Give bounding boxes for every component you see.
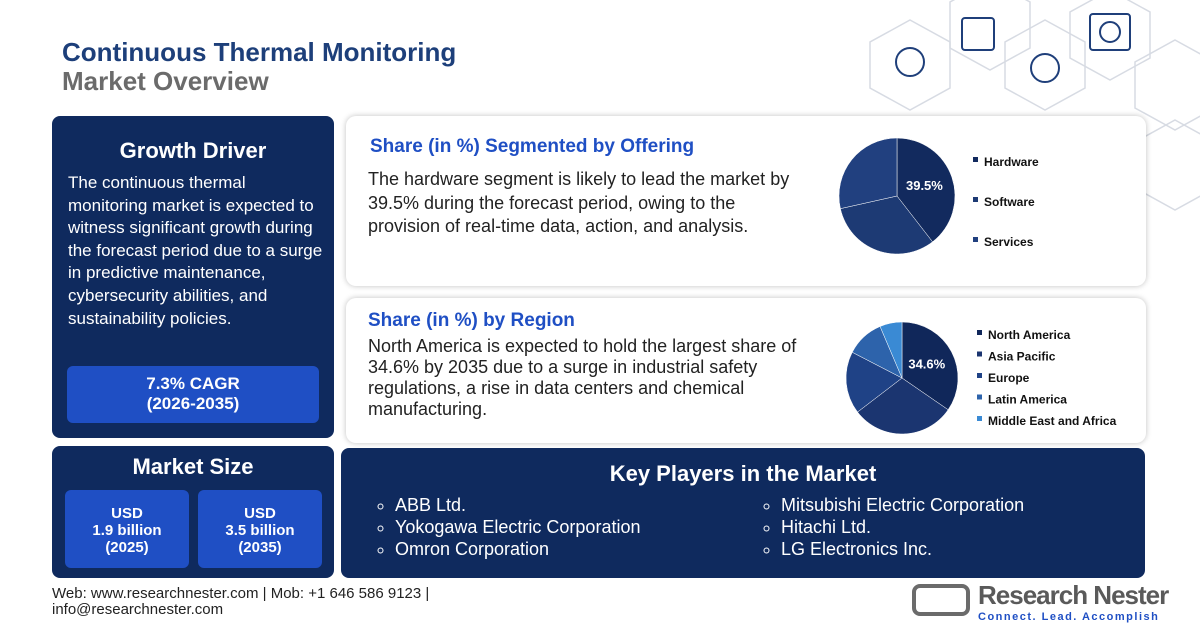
- player: Mitsubishi Electric Corporation: [781, 494, 1024, 516]
- offering-card: Share (in %) Segmented by Offering The h…: [346, 116, 1146, 286]
- subtitle: Market Overview: [62, 66, 269, 96]
- footer: Web: www.researchnester.com | Mob: +1 64…: [52, 586, 429, 618]
- amount: 3.5 billion: [225, 522, 295, 539]
- logo-name: Research Nester: [978, 580, 1169, 610]
- chart-subtitle: North America is expected to hold the la…: [368, 336, 797, 419]
- panel-title: Market Size: [132, 454, 254, 479]
- cagr: 7.3% CAGR: [146, 374, 240, 393]
- title: Continuous Thermal Monitoring: [62, 37, 457, 67]
- growth-driver-panel: Growth Driver The continuous thermal mon…: [52, 116, 334, 438]
- logo-tagline: Connect. Lead. Accomplish: [978, 611, 1160, 623]
- chart-subtitle: The hardware segment is likely to lead t…: [368, 169, 790, 236]
- logo-icon: [912, 584, 970, 616]
- year: (2035): [238, 539, 282, 556]
- panel-title: Growth Driver: [119, 138, 267, 163]
- panel-text: The continuous thermal monitoring market…: [68, 173, 323, 328]
- currency: USD: [244, 505, 276, 522]
- region-card: Share (in %) by Region North America is …: [346, 298, 1146, 443]
- chart-title: Share (in %) by Region: [368, 310, 575, 331]
- key-players-panel: Key Players in the Market ABB Ltd.Yokoga…: [341, 448, 1145, 578]
- year: (2025): [105, 539, 149, 556]
- cagr-box: 7.3% CAGR (2026-2035): [67, 366, 319, 423]
- logo: Research Nester Connect. Lead. Accomplis…: [978, 580, 1169, 623]
- player: Yokogawa Electric Corporation: [395, 516, 640, 538]
- amount: 1.9 billion: [92, 522, 162, 539]
- currency: USD: [111, 505, 143, 522]
- chart-title: Share (in %) Segmented by Offering: [370, 136, 695, 157]
- cagr-period: (2026-2035): [146, 394, 240, 413]
- size-box: USD 1.9 billion (2025): [65, 490, 189, 568]
- player-list: ABB Ltd.Yokogawa Electric CorporationOmr…: [377, 494, 640, 560]
- contact: info@researchnester.com: [52, 601, 224, 618]
- player: Omron Corporation: [395, 538, 640, 560]
- player: LG Electronics Inc.: [781, 538, 1024, 560]
- player: ABB Ltd.: [395, 494, 640, 516]
- panel-title: Key Players in the Market: [609, 461, 877, 486]
- contact: Web: www.researchnester.com | Mob: +1 64…: [52, 585, 430, 602]
- player-list: Mitsubishi Electric CorporationHitachi L…: [763, 494, 1024, 560]
- market-size-panel: Market Size USD 1.9 billion (2025) USD 3…: [52, 446, 334, 578]
- title-block: Continuous Thermal Monitoring Market Ove…: [62, 38, 456, 96]
- size-box: USD 3.5 billion (2035): [198, 490, 322, 568]
- player: Hitachi Ltd.: [781, 516, 1024, 538]
